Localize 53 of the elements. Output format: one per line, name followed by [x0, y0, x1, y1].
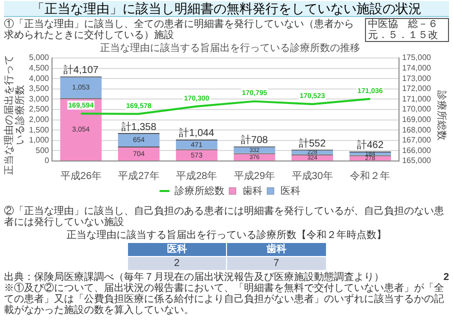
y-tick-label: 3,500 — [28, 84, 50, 94]
y2-tick-label: 175,000 — [402, 53, 432, 62]
y2-axis-title: 診療所総数 — [436, 90, 446, 142]
text: 正当な理由に該当する旨届出を行っている診療所数【令和２年時点数】 — [66, 230, 388, 241]
text: 「正当な理由」に該当し明細書の無料発行をしていない施設の状況 — [4, 1, 449, 17]
category-label: 歯科 — [226, 242, 326, 256]
total-label: 計1,044 — [179, 127, 215, 140]
y-tick-label: 1,500 — [28, 125, 50, 134]
total-label: 計1,358 — [121, 120, 157, 133]
y-tick-label: 3,000 — [28, 94, 50, 104]
x-tick-label: 平成27年 — [118, 170, 160, 182]
y2-tick-label: 171,000 — [402, 94, 432, 104]
y-tick-label: 1,000 — [28, 136, 50, 145]
y-tick-label: 4,000 — [28, 74, 50, 83]
text: ※①及び②について、届出状況の報告書において、「明細書を無料で交付していない患者」が「全ての患者」又は「公費負担医療に係る給付により自己負担がない患者」のいずれに該当するかの記載がなかった施設の数を算入していない。 — [4, 283, 445, 316]
text: 2 — [443, 272, 449, 283]
total-label: 計708 — [241, 134, 268, 146]
y2-tick-label: 168,000 — [402, 125, 432, 134]
x-tick-label: 平成28年 — [176, 170, 218, 182]
y2-tick-label: 169,000 — [402, 115, 432, 124]
y-tick-label: 4,500 — [28, 64, 50, 73]
y2-tick-label: 165,000 — [402, 156, 432, 166]
total-label: 計462 — [356, 139, 384, 152]
source-note: 出典：保険局医療課調べ（毎年７月現在の届出状況報告及び医療施設動態調査より） — [4, 272, 384, 283]
y-tick-label: 0 — [44, 156, 50, 166]
text: 元．５．１５改 — [368, 30, 439, 41]
category-label: 医科 — [127, 242, 226, 256]
x-tick-label: 平成26年 — [60, 170, 102, 182]
y-tick-label: 2,500 — [28, 104, 50, 114]
y2-tick-label: 170,000 — [402, 104, 432, 114]
y2-tick-label: 173,000 — [402, 74, 432, 83]
x-tick-label: 令和２年 — [350, 170, 390, 182]
legend-label: 歯科 — [242, 184, 262, 197]
y2-tick-label: 174,000 — [402, 64, 432, 73]
y-tick-label: 500 — [36, 146, 50, 155]
x-tick-label: 平成29年 — [234, 170, 276, 182]
text: ②「正当な理由」に該当し、自己負担のある患者には明細書を発行しているが、自己負担のない患者には発行していない施設 — [4, 206, 445, 228]
y2-tick-label: 167,000 — [402, 136, 432, 145]
y-axis-title: 正当な理由の届出を行っている診療所数 — [4, 55, 26, 175]
legend-label: 医科 — [280, 184, 300, 197]
y2-tick-label: 166,000 — [402, 146, 432, 155]
y-tick-label: 5,000 — [28, 53, 50, 62]
chart-title: 正当な理由に該当する旨届出を行っている診療所数の推移 — [100, 42, 360, 54]
x-tick-label: 平成30年 — [292, 170, 333, 182]
legend-label: 診療所総数 — [174, 184, 224, 197]
total-label: 計4,107 — [63, 64, 99, 76]
data-label: 2 — [127, 256, 226, 270]
text: ①「正当な理由」に該当し、全ての患者に明細書を発行していない（患者から求められたときに交付している）施設 — [4, 19, 355, 41]
y-tick-label: 2,000 — [28, 115, 50, 124]
data-label: 7 — [226, 256, 326, 270]
y2-tick-label: 172,000 — [402, 84, 432, 94]
text: 中医協 総－６ — [368, 19, 439, 30]
total-label: 計552 — [298, 137, 326, 150]
